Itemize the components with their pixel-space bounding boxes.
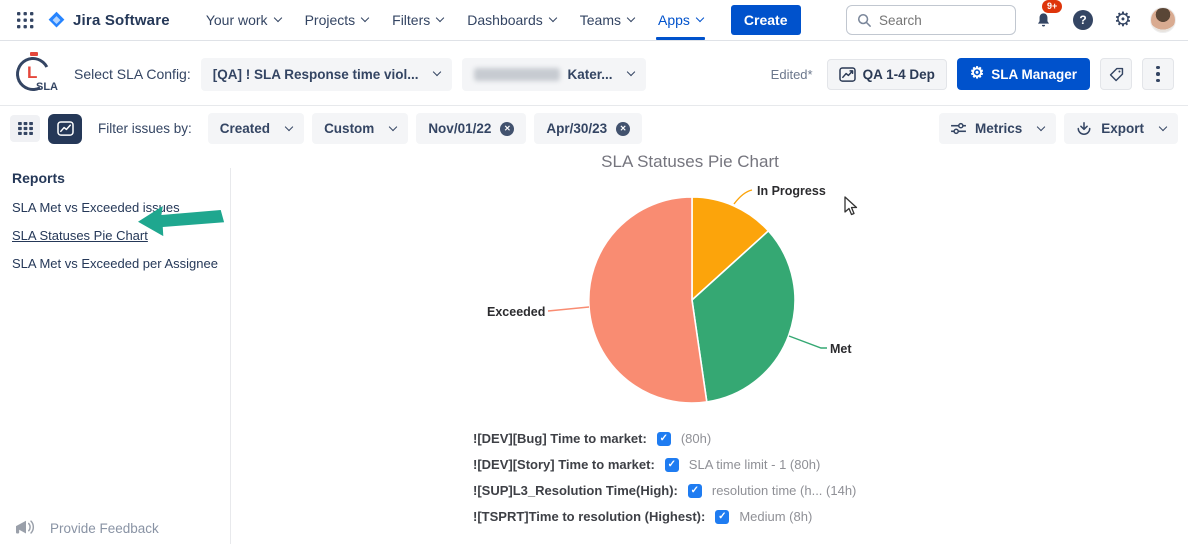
sidebar-item-statuses-pie-chart[interactable]: SLA Statuses Pie Chart xyxy=(12,228,148,243)
reports-heading: Reports xyxy=(12,170,227,186)
more-actions-button[interactable] xyxy=(1142,58,1174,90)
sliders-icon xyxy=(951,122,966,135)
leader-line-exceeded xyxy=(548,307,589,311)
provide-feedback-button[interactable]: Provide Feedback xyxy=(14,518,159,538)
sidebar-item-met-vs-exceeded-per-assignee[interactable]: SLA Met vs Exceeded per Assignee xyxy=(12,256,218,271)
primary-nav: Your work Projects Filters Dashboards Te… xyxy=(196,0,713,40)
edited-status-label: Edited* xyxy=(771,67,813,82)
chevron-down-icon xyxy=(285,122,293,130)
sla-checkbox[interactable]: ✓ xyxy=(715,510,729,524)
jira-logo[interactable]: Jira Software xyxy=(46,10,170,31)
jira-diamond-icon xyxy=(46,10,67,31)
sidebar-divider xyxy=(230,168,231,544)
leader-line-met xyxy=(789,336,827,348)
filter-issues-by-label: Filter issues by: xyxy=(98,121,192,136)
nav-teams[interactable]: Teams xyxy=(570,0,644,40)
sla-setting-row: ![DEV][Bug] Time to market: ✓ (80h) xyxy=(473,430,856,447)
tag-icon xyxy=(1108,66,1125,83)
global-search[interactable] xyxy=(846,5,1016,35)
sla-row-value: Medium (8h) xyxy=(739,509,812,524)
sla-checkbox[interactable]: ✓ xyxy=(665,458,679,472)
sla-row-label: ![DEV][Bug] Time to market: xyxy=(473,431,647,446)
pie-label-in-progress: In Progress xyxy=(757,184,826,198)
bell-icon xyxy=(1034,11,1053,30)
chevron-down-icon xyxy=(436,14,444,22)
sla-row-value: SLA time limit - 1 (80h) xyxy=(689,457,821,472)
chevron-down-icon xyxy=(1159,122,1167,130)
grid-view-toggle[interactable] xyxy=(10,115,40,142)
line-chart-icon xyxy=(839,67,856,82)
notifications-button[interactable]: 9+ xyxy=(1030,7,1056,33)
help-button[interactable]: ? xyxy=(1070,7,1096,33)
metrics-dropdown[interactable]: Metrics xyxy=(939,113,1056,144)
chevron-down-icon xyxy=(549,14,557,22)
settings-button[interactable]: ⚙ xyxy=(1110,7,1136,33)
notification-badge: 9+ xyxy=(1042,0,1062,13)
chevron-down-icon xyxy=(361,14,369,22)
sla-plugin-logo-icon: L SLA xyxy=(14,51,60,97)
nav-projects[interactable]: Projects xyxy=(295,0,379,40)
sla-row-label: ![TSPRT]Time to resolution (Highest): xyxy=(473,509,705,524)
pie-slice-exceeded[interactable] xyxy=(589,197,707,403)
chevron-down-icon xyxy=(273,14,281,22)
megaphone-icon xyxy=(14,518,38,538)
kebab-menu-icon xyxy=(1156,66,1160,83)
sidebar-item-met-vs-exceeded[interactable]: SLA Met vs Exceeded issues xyxy=(12,200,180,215)
chart-view-toggle[interactable] xyxy=(48,114,82,144)
custom-range-dropdown[interactable]: Custom xyxy=(312,113,408,144)
nav-dashboards[interactable]: Dashboards xyxy=(457,0,566,40)
app-title: Jira Software xyxy=(73,12,170,29)
created-filter-dropdown[interactable]: Created xyxy=(208,113,304,144)
nav-your-work[interactable]: Your work xyxy=(196,0,291,40)
download-icon xyxy=(1076,121,1092,136)
reports-sidebar: Reports SLA Met vs Exceeded issues SLA S… xyxy=(12,170,227,284)
clear-date-icon[interactable]: ✕ xyxy=(500,122,514,136)
pie-label-exceeded: Exceeded xyxy=(487,305,545,319)
chevron-down-icon xyxy=(626,68,634,76)
redacted-text xyxy=(474,68,560,81)
chevron-down-icon xyxy=(432,68,440,76)
sla-row-value: resolution time (h... (14h) xyxy=(712,483,857,498)
chevron-down-icon xyxy=(1037,122,1045,130)
question-mark-icon: ? xyxy=(1073,10,1093,30)
chevron-down-icon xyxy=(696,14,704,22)
tag-button[interactable] xyxy=(1100,58,1132,90)
qa-dashboard-button[interactable]: QA 1-4 Dep xyxy=(827,59,947,90)
search-icon xyxy=(857,13,871,27)
sla-manager-button[interactable]: ⚙ SLA Manager xyxy=(957,58,1090,90)
gear-icon: ⚙ xyxy=(970,66,984,82)
sla-config-bar: L SLA Select SLA Config: [QA] ! SLA Resp… xyxy=(0,44,1188,104)
export-dropdown[interactable]: Export xyxy=(1064,113,1178,144)
sla-checkbox[interactable]: ✓ xyxy=(657,432,671,446)
sla-settings-list: ![DEV][Bug] Time to market: ✓ (80h) ![DE… xyxy=(473,430,856,525)
nav-apps[interactable]: Apps xyxy=(648,0,713,40)
create-button[interactable]: Create xyxy=(731,5,801,35)
sla-setting-row: ![TSPRT]Time to resolution (Highest): ✓ … xyxy=(473,508,856,525)
sla-row-label: ![DEV][Story] Time to market: xyxy=(473,457,655,472)
sla-row-value: (80h) xyxy=(681,431,711,446)
user-avatar[interactable] xyxy=(1150,7,1176,33)
gear-icon: ⚙ xyxy=(1114,10,1132,30)
sla-manager-app: Jira Software Your work Projects Filters… xyxy=(0,0,1188,558)
clear-date-icon[interactable]: ✕ xyxy=(616,122,630,136)
top-navigation-bar: Jira Software Your work Projects Filters… xyxy=(0,0,1188,40)
chevron-down-icon xyxy=(627,14,635,22)
search-input[interactable] xyxy=(879,13,989,28)
sla-setting-row: ![DEV][Story] Time to market: ✓ SLA time… xyxy=(473,456,856,473)
select-sla-config-label: Select SLA Config: xyxy=(74,66,191,82)
app-switcher-icon[interactable] xyxy=(12,7,38,33)
nav-filters[interactable]: Filters xyxy=(382,0,453,40)
sla-config-user-dropdown[interactable]: Kater... xyxy=(462,58,646,91)
pie-label-met: Met xyxy=(830,342,852,356)
sla-row-label: ![SUP]L3_Resolution Time(High): xyxy=(473,483,678,498)
sla-statuses-pie-chart xyxy=(450,140,910,430)
chevron-down-icon xyxy=(389,122,397,130)
sla-setting-row: ![SUP]L3_Resolution Time(High): ✓ resolu… xyxy=(473,482,856,499)
line-chart-icon xyxy=(57,121,74,136)
sla-config-dropdown[interactable]: [QA] ! SLA Response time viol... xyxy=(201,58,452,91)
leader-line-in-progress xyxy=(734,190,752,204)
grid-view-icon xyxy=(18,122,33,135)
sla-checkbox[interactable]: ✓ xyxy=(688,484,702,498)
